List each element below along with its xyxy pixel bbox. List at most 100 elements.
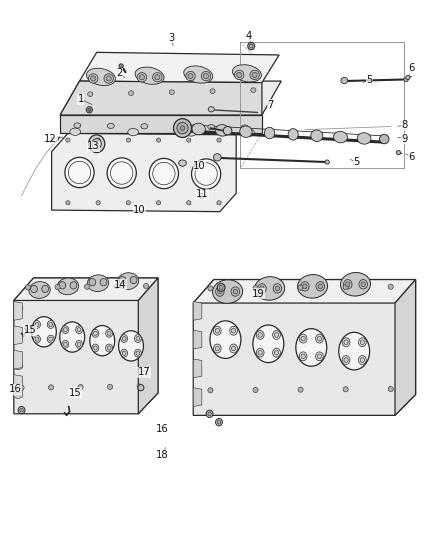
Ellipse shape (187, 201, 191, 205)
Ellipse shape (149, 158, 179, 189)
Ellipse shape (231, 328, 236, 333)
Ellipse shape (34, 320, 40, 328)
Ellipse shape (298, 285, 303, 290)
Text: 1: 1 (78, 94, 84, 104)
Ellipse shape (169, 90, 174, 94)
Ellipse shape (254, 277, 285, 300)
Ellipse shape (233, 289, 237, 294)
Ellipse shape (343, 387, 348, 392)
Ellipse shape (49, 337, 53, 341)
Ellipse shape (107, 384, 113, 390)
Ellipse shape (29, 281, 50, 298)
Ellipse shape (250, 70, 259, 79)
Text: 17: 17 (138, 367, 150, 377)
Polygon shape (193, 330, 202, 349)
Ellipse shape (136, 336, 140, 341)
Ellipse shape (138, 384, 144, 391)
Ellipse shape (230, 344, 237, 353)
Ellipse shape (88, 74, 98, 83)
Ellipse shape (343, 279, 352, 289)
Ellipse shape (128, 128, 138, 136)
Ellipse shape (174, 124, 181, 130)
Ellipse shape (265, 127, 275, 139)
Ellipse shape (186, 129, 197, 136)
Ellipse shape (303, 284, 307, 289)
Ellipse shape (104, 74, 113, 83)
Ellipse shape (86, 107, 92, 113)
Ellipse shape (126, 201, 131, 205)
Polygon shape (14, 326, 22, 345)
Ellipse shape (55, 285, 60, 289)
Ellipse shape (100, 279, 107, 286)
Ellipse shape (90, 326, 115, 356)
Text: 5: 5 (353, 157, 360, 167)
Text: 4: 4 (246, 30, 252, 41)
Ellipse shape (49, 322, 53, 327)
Ellipse shape (74, 123, 81, 128)
Ellipse shape (188, 74, 193, 79)
Ellipse shape (66, 138, 70, 142)
Polygon shape (14, 375, 22, 393)
Polygon shape (193, 280, 416, 415)
Ellipse shape (64, 328, 67, 332)
Ellipse shape (223, 126, 232, 135)
Ellipse shape (215, 125, 230, 136)
Ellipse shape (210, 89, 215, 93)
Ellipse shape (134, 349, 141, 357)
Ellipse shape (316, 352, 323, 361)
Ellipse shape (96, 201, 100, 205)
Ellipse shape (77, 342, 81, 346)
Ellipse shape (155, 75, 160, 80)
Ellipse shape (311, 130, 323, 141)
Text: 2: 2 (116, 68, 123, 78)
Ellipse shape (406, 75, 410, 79)
Text: 19: 19 (252, 289, 265, 298)
Ellipse shape (191, 159, 221, 189)
Ellipse shape (380, 134, 389, 144)
Ellipse shape (32, 317, 57, 347)
Ellipse shape (156, 138, 161, 142)
Ellipse shape (240, 126, 252, 138)
Ellipse shape (208, 387, 213, 393)
Ellipse shape (297, 274, 328, 298)
Ellipse shape (244, 129, 254, 136)
Ellipse shape (317, 336, 321, 341)
Ellipse shape (92, 344, 99, 352)
Text: 7: 7 (267, 100, 274, 110)
Polygon shape (138, 278, 158, 414)
Ellipse shape (343, 285, 348, 290)
Ellipse shape (78, 384, 83, 390)
Ellipse shape (130, 277, 137, 284)
Ellipse shape (317, 354, 321, 359)
Ellipse shape (126, 138, 131, 142)
Ellipse shape (186, 71, 195, 81)
Ellipse shape (318, 284, 322, 289)
Ellipse shape (299, 352, 307, 361)
Ellipse shape (360, 358, 364, 362)
Ellipse shape (388, 386, 393, 392)
Polygon shape (14, 278, 158, 414)
Ellipse shape (241, 125, 248, 130)
Ellipse shape (95, 142, 99, 146)
Ellipse shape (404, 77, 408, 82)
Ellipse shape (215, 328, 219, 333)
Ellipse shape (35, 322, 39, 327)
Ellipse shape (288, 128, 298, 140)
Ellipse shape (47, 335, 54, 343)
Text: 15: 15 (69, 388, 81, 398)
Ellipse shape (70, 281, 77, 289)
Ellipse shape (179, 160, 187, 166)
Ellipse shape (62, 341, 69, 348)
Text: 8: 8 (401, 120, 407, 131)
Ellipse shape (233, 64, 261, 82)
Polygon shape (60, 115, 262, 133)
Ellipse shape (107, 332, 111, 335)
Polygon shape (193, 387, 202, 407)
Ellipse shape (141, 124, 148, 129)
Ellipse shape (273, 284, 282, 293)
Ellipse shape (122, 336, 126, 341)
Ellipse shape (316, 334, 323, 343)
Ellipse shape (19, 385, 24, 390)
Ellipse shape (76, 341, 82, 348)
Ellipse shape (66, 201, 70, 205)
